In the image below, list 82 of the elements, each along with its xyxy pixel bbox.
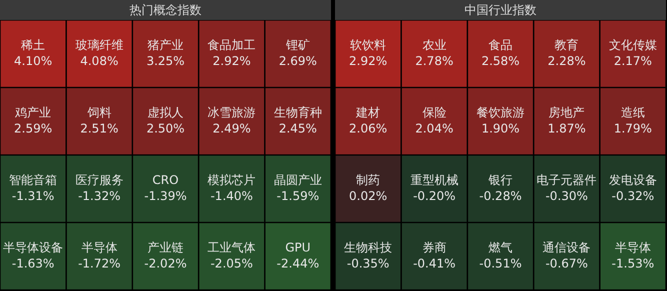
data-label: 3.25% [146,54,185,68]
category-label: 产业链 [148,240,184,254]
category-label: 鸡产业 [14,105,52,120]
category-label: 通信设备 [542,240,591,254]
category-label: 农业 [422,38,446,52]
data-label: -1.59% [276,188,320,203]
category-label: 半导体 [81,240,118,254]
data-label: 2.04% [415,121,454,136]
data-label: -1.40% [210,188,253,203]
data-label: 2.17% [614,54,652,68]
category-label: 虚拟人 [148,105,184,120]
data-label: 2.51% [80,121,118,136]
category-label: 食品 [488,38,512,52]
category-label: 食品加工 [208,38,256,52]
category-label: 模拟芯片 [208,172,256,187]
data-label: 2.78% [415,54,454,68]
data-label: -1.32% [78,188,121,203]
data-label: 4.10% [14,54,52,68]
data-label: -2.05% [210,256,253,270]
category-label: 重型机械 [410,172,458,187]
category-label: 建材 [355,105,380,120]
data-label: 2.06% [349,121,388,136]
category-label: 半导体 [614,240,651,254]
text: 热门概念指数 [0,0,331,20]
category-label: 玻璃纤维 [75,38,124,52]
category-label: 造纸 [620,105,645,120]
category-label: 生物育种 [274,105,322,120]
data-label: -2.02% [144,256,187,270]
category-label: 教育 [554,38,579,52]
data-label: -0.28% [479,188,522,203]
data-label: -1.53% [612,256,654,270]
category-label: GPU [285,240,311,254]
data-label: -1.63% [12,256,54,270]
text: 中国行业指数 [335,0,666,20]
data-label: -0.67% [545,256,588,270]
category-label: 冰雪旅游 [208,105,256,120]
data-label: 2.50% [146,121,185,136]
category-label: 工业气体 [208,240,256,254]
category-label: 银行 [488,172,512,187]
data-label: 2.49% [212,121,251,136]
category-label: 软饮料 [350,38,386,52]
data-label: 0.02% [349,188,388,203]
data-label: 2.92% [212,54,251,68]
category-label: 智能音箱 [9,172,58,187]
data-label: 2.58% [481,54,520,68]
data-label: 2.92% [349,54,388,68]
category-label: 燃气 [488,240,512,254]
data-label: -0.41% [413,256,456,270]
data-label: 2.45% [278,121,317,136]
category-label: CRO [152,172,179,187]
data-label: -1.39% [144,188,187,203]
data-label: 2.59% [14,121,52,136]
category-label: 发电设备 [608,172,657,187]
data-label: 4.08% [80,54,118,68]
category-label: 生物科技 [344,240,392,254]
category-label: 文化传媒 [608,38,657,52]
category-label: 猪产业 [148,38,184,52]
category-label: 电子元器件 [536,172,597,187]
data-label: -1.72% [78,256,121,270]
data-label: -0.35% [346,256,390,270]
data-label: -0.20% [413,188,456,203]
data-label: -0.30% [545,188,588,203]
data-label: -0.32% [612,188,654,203]
category-label: 保险 [422,105,446,120]
category-label: 晶圆产业 [274,172,322,187]
category-label: 锂矿 [284,38,310,52]
category-label: 券商 [422,240,446,254]
data-label: 2.69% [278,54,317,68]
data-label: 1.90% [481,121,520,136]
category-label: 稀土 [21,38,46,52]
category-label: 房地产 [548,105,585,120]
data-label: 1.79% [614,121,652,136]
category-label: 医疗服务 [75,172,124,187]
data-label: 1.87% [548,121,586,136]
category-label: 餐饮旅游 [476,105,524,120]
data-label: -0.51% [479,256,522,270]
data-label: -2.44% [276,256,320,270]
category-label: 制药 [356,172,380,187]
data-label: 2.28% [548,54,586,68]
category-label: 饲料 [86,105,112,120]
data-label: -1.31% [12,188,54,203]
category-label: 半导体设备 [3,240,64,254]
